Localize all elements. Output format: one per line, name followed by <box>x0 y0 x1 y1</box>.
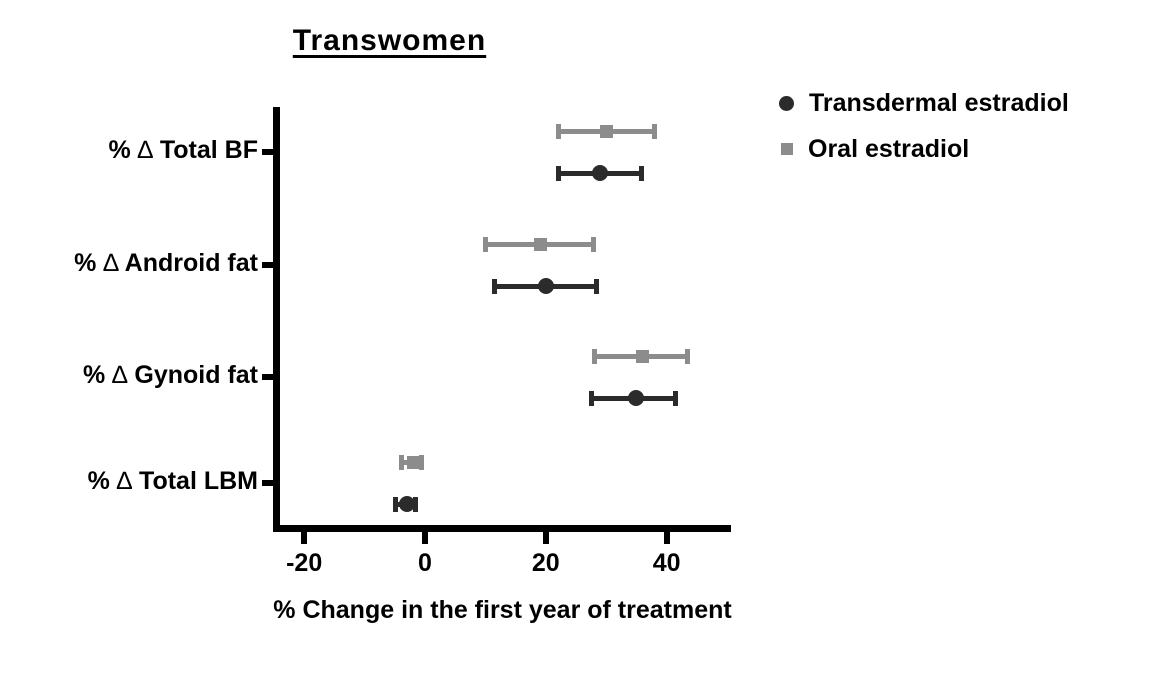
errorbar-oral-3-cap-high <box>418 455 424 470</box>
legend-item-transdermal-estradiol: Transdermal estradiol <box>779 87 1069 119</box>
data-marker-circle <box>628 390 645 406</box>
delta-icon: ∆ <box>137 136 153 164</box>
y-category-label: % ∆ Total LBM <box>87 467 258 495</box>
x-tick-label: -20 <box>286 549 323 577</box>
legend-item-oral-estradiol: Oral estradiol <box>779 133 1069 165</box>
errorbar-transdermal-3-cap-low <box>392 497 398 512</box>
errorbar-transdermal-2-cap-low <box>589 391 595 406</box>
errorbar-oral-2-cap-high <box>684 349 690 364</box>
delta-icon: ∆ <box>103 249 119 277</box>
data-marker-circle <box>592 165 609 181</box>
data-marker-square <box>533 238 547 251</box>
delta-icon: ∆ <box>116 467 133 495</box>
y-category-label: % ∆ Total BF <box>108 136 258 164</box>
chart-title: Transwomen <box>292 24 487 57</box>
y-axis-line <box>273 107 280 532</box>
errorbar-transdermal-0-cap-low <box>555 166 561 181</box>
data-marker-square <box>406 456 420 469</box>
errorbar-oral-1-cap-low <box>483 237 489 252</box>
errorbar-oral-0-cap-high <box>651 124 657 139</box>
square-marker-icon <box>781 143 793 155</box>
errorbar-oral-0-cap-low <box>555 124 561 139</box>
data-marker-square <box>636 350 650 363</box>
x-axis-line <box>273 525 731 532</box>
legend-label-transdermal: Transdermal estradiol <box>809 88 1069 117</box>
errorbar-transdermal-1-cap-low <box>492 279 498 294</box>
x-axis-tick <box>663 532 670 544</box>
y-axis-tick <box>262 149 273 155</box>
data-marker-square <box>600 125 614 138</box>
x-axis-tick <box>542 532 549 544</box>
y-category-label: % ∆ Android fat <box>74 249 258 277</box>
errorbar-oral-1-cap-high <box>591 237 597 252</box>
errorbar-transdermal-3-cap-high <box>412 497 418 512</box>
errorbar-transdermal-2-cap-high <box>672 391 678 406</box>
y-axis-tick <box>262 480 273 486</box>
x-tick-label: 20 <box>531 549 560 577</box>
legend: Transdermal estradiol Oral estradiol <box>779 87 1069 179</box>
errorbar-transdermal-1-cap-high <box>594 279 600 294</box>
x-tick-label: 40 <box>652 549 681 577</box>
delta-icon: ∆ <box>112 361 128 389</box>
data-marker-circle <box>537 278 554 294</box>
x-axis-tick <box>422 532 428 544</box>
circle-marker-icon <box>779 95 794 111</box>
x-axis-title: % Change in the first year of treatment <box>273 596 732 624</box>
x-axis-tick <box>301 532 308 544</box>
y-category-label: % ∆ Gynoid fat <box>82 361 258 389</box>
errorbar-transdermal-0-cap-high <box>639 166 645 181</box>
errorbar-oral-3-cap-low <box>398 455 404 470</box>
y-axis-tick <box>262 374 273 380</box>
errorbar-oral-2-cap-low <box>592 349 598 364</box>
x-tick-label: 0 <box>418 549 432 577</box>
legend-label-oral: Oral estradiol <box>808 134 970 163</box>
data-marker-circle <box>398 496 415 512</box>
y-axis-tick <box>262 262 273 268</box>
